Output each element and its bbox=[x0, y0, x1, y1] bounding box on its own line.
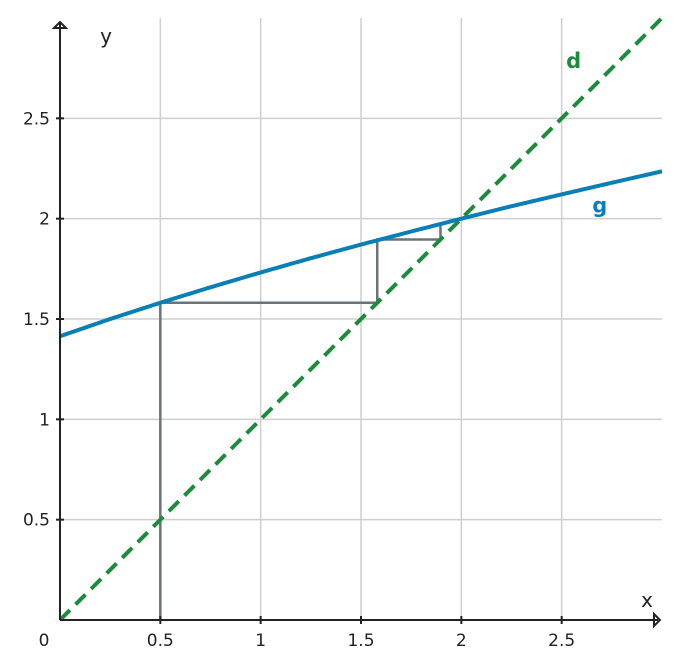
y-tick-label: 1.5 bbox=[23, 310, 50, 330]
series-d-line bbox=[58, 16, 664, 622]
y-tick-label: 1 bbox=[39, 410, 50, 430]
cobweb-path bbox=[159, 223, 442, 620]
x-axis-label: x bbox=[641, 588, 653, 612]
y-tick-label: 2.5 bbox=[23, 109, 50, 129]
y-tick-label: 0.5 bbox=[23, 511, 50, 531]
y-axis-arrow-icon bbox=[51, 20, 69, 29]
series-label-g: g bbox=[592, 194, 607, 218]
series-label-d: d bbox=[566, 49, 581, 73]
series-labels: dg bbox=[566, 49, 607, 217]
x-tick-label: 2.5 bbox=[548, 631, 575, 651]
x-tick-label: 2 bbox=[456, 631, 467, 651]
series-g-line bbox=[59, 169, 663, 339]
x-tick-label: 0.5 bbox=[147, 631, 174, 651]
y-tick-label: 2 bbox=[39, 210, 50, 230]
y-axis-label: y bbox=[100, 24, 112, 48]
x-tick-label: 1 bbox=[255, 631, 266, 651]
series-group bbox=[58, 16, 664, 622]
tick-labels: 0.5 1 1.5 2 2.5 0.5 1 1.5 2 2.5 bbox=[23, 109, 575, 651]
cobweb-line bbox=[159, 223, 442, 620]
x-axis-arrow-icon bbox=[653, 611, 662, 629]
origin-label: 0 bbox=[39, 631, 50, 651]
x-tick-label: 1.5 bbox=[347, 631, 374, 651]
